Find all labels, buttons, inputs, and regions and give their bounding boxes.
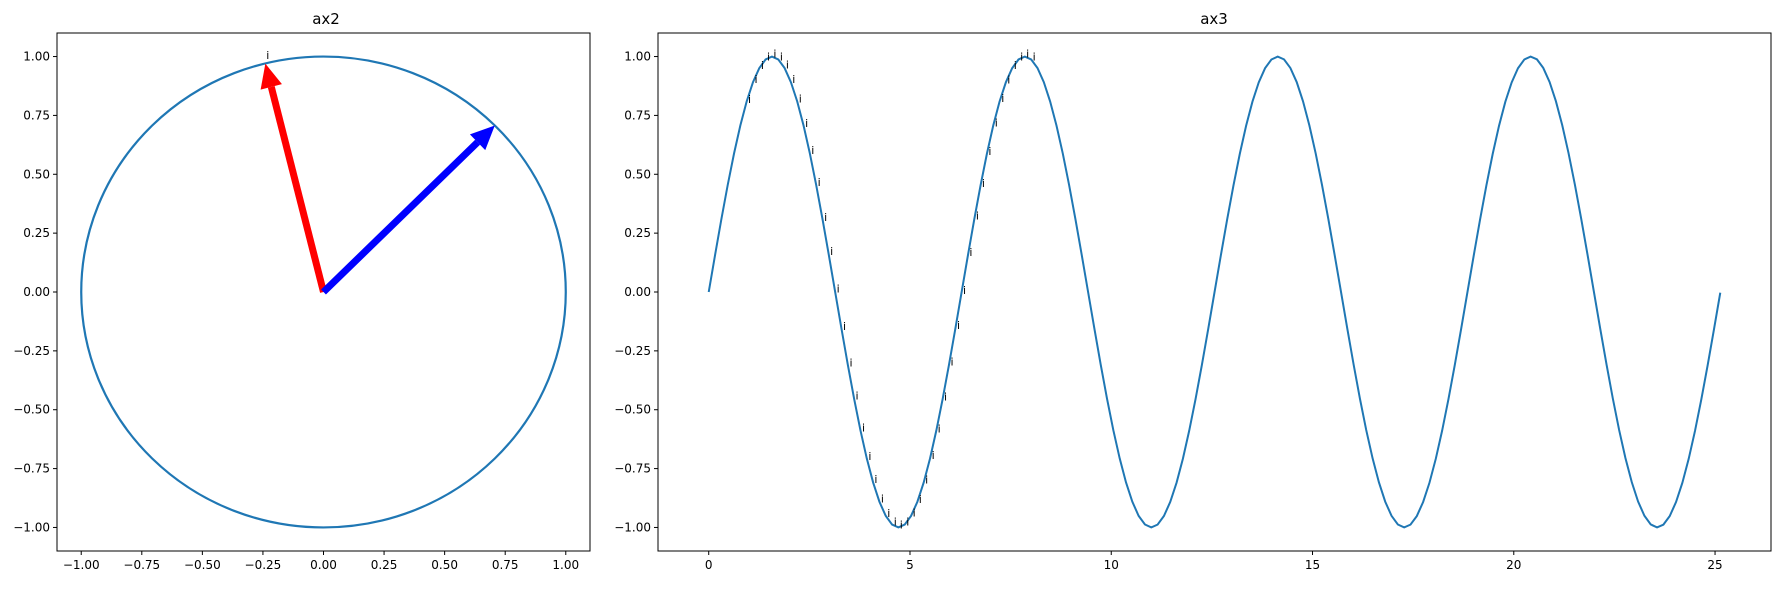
annotation-label: i [799, 93, 802, 106]
x-tick-label-ax3: 20 [1506, 558, 1521, 572]
annotation-label: i [754, 73, 757, 86]
blue-arrow [321, 125, 495, 295]
annotation-label: i [919, 493, 922, 506]
annotation-label: i [913, 507, 916, 520]
annotation-label: i [925, 474, 928, 487]
axes-ax2: ax2 −1.00 −0.75 −0.50 −0.25 0.00 0.25 0.50 0.75… [13, 10, 591, 572]
x-tick-label-ax2: −0.75 [123, 558, 160, 572]
y-tick-label-ax3: 0.50 [624, 167, 651, 181]
annotation-label: i [862, 421, 865, 434]
annotation-label: i [1026, 48, 1029, 61]
annotation-label: i [1007, 74, 1010, 87]
y-tick-label-ax3: 0.00 [624, 285, 651, 299]
annotation-label: i [1020, 50, 1023, 63]
blue-arrow-head [469, 125, 495, 151]
x-tick-label-ax3: 5 [906, 558, 914, 572]
axes-frame-ax2 [56, 32, 591, 552]
y-tick-label-ax2: 0.75 [23, 108, 50, 122]
y-tick-label-ax2: 0.50 [23, 167, 50, 181]
y-tick-label-ax2: 0.00 [23, 285, 50, 299]
axes-ticks-ax2: −1.00 −0.75 −0.50 −0.25 0.00 0.25 0.50 0.75 1.00… [13, 50, 579, 572]
annotation-label: i [773, 48, 776, 61]
x-tick-label-ax2: 0.50 [431, 558, 458, 572]
annotation-label: i [900, 518, 903, 531]
x-tick-label-ax2: −0.25 [245, 558, 282, 572]
y-tick-label-ax2: −0.25 [13, 344, 50, 358]
annotation-label: i [995, 116, 998, 129]
annotation-label: i [976, 210, 979, 223]
y-tick-label-ax3: 0.75 [624, 108, 651, 122]
sine-series [707, 55, 1722, 529]
y-tick-label-ax2: −0.75 [13, 462, 50, 476]
y-tick-label-ax2: 1.00 [23, 50, 50, 64]
x-tick-label-ax2: 0.00 [310, 558, 337, 572]
x-tick-label-ax3: 0 [705, 558, 713, 572]
annotation-label: i [856, 389, 859, 402]
annotation-label: i [266, 49, 269, 62]
annotation-label: i [932, 449, 935, 462]
annotation-label: i [843, 320, 846, 333]
x-tick-label-ax2: 0.25 [371, 558, 398, 572]
x-tick-label-ax3: 10 [1104, 558, 1119, 572]
annotation-label: i [944, 390, 947, 403]
x-tick-label-ax2: 1.00 [552, 558, 579, 572]
y-tick-label-ax3: 1.00 [624, 50, 651, 64]
annotation-label: i [894, 516, 897, 529]
annotation-label: i [868, 450, 871, 463]
axes-ax3: ax3 0 5 10 15 20 25 −1.00 −0.75 −0.50 −0.25 0.00 0.… [614, 10, 1772, 572]
x-tick-label-ax3: 25 [1707, 558, 1722, 572]
axes-title-ax2: ax2 [312, 10, 340, 28]
red-arrow-shaft [267, 86, 327, 293]
plot-area-ax2: i [80, 49, 567, 529]
annotation-label: i [805, 117, 808, 130]
red-arrow-head [260, 63, 282, 90]
annotation-label: i [837, 283, 840, 296]
x-tick-label-ax3: 15 [1305, 558, 1320, 572]
annotation-label: i [849, 357, 852, 370]
y-tick-label-ax2: −1.00 [13, 520, 50, 534]
blue-arrow-shaft [321, 139, 481, 295]
annotation-label: i [792, 73, 795, 86]
y-tick-label-ax3: −0.25 [614, 344, 651, 358]
annotation-label: i [1033, 50, 1036, 63]
axes-ticks-ax3: 0 5 10 15 20 25 −1.00 −0.75 −0.50 −0.25 0.00 0.25 0.… [614, 50, 1722, 572]
annotation-label: i [786, 59, 789, 72]
annotation-label: i [818, 176, 821, 189]
red-arrow [260, 63, 327, 293]
y-tick-label-ax3: −0.75 [614, 462, 651, 476]
annotation-label: i [988, 145, 991, 158]
annotation-label: i [1014, 59, 1017, 72]
annotation-label: i [767, 51, 770, 64]
annotation-label: i [906, 516, 909, 529]
annotation-label: i [1001, 92, 1004, 105]
annotation-label: i [887, 507, 890, 520]
x-tick-label-ax2: −0.50 [184, 558, 221, 572]
y-tick-label-ax2: −0.50 [13, 403, 50, 417]
y-tick-label-ax3: −0.50 [614, 403, 651, 417]
annotation-label: i [780, 51, 783, 64]
x-tick-label-ax2: −1.00 [63, 558, 100, 572]
annotation-label: i [761, 59, 764, 72]
annotation-label: i [957, 319, 960, 332]
axes-title-ax3: ax3 [1200, 10, 1228, 28]
annotation-label: i [969, 246, 972, 259]
x-tick-label-ax2: 0.75 [492, 558, 519, 572]
annotation-label: i [950, 356, 953, 369]
annotation-label: i [748, 93, 751, 106]
annotation-label: i [811, 144, 814, 157]
annotation-label: i [824, 211, 827, 224]
annotation-label: i [874, 473, 877, 486]
annotation-label: i [830, 245, 833, 258]
annotation-label: i [938, 422, 941, 435]
y-tick-label-ax3: −1.00 [614, 520, 651, 534]
y-tick-label-ax2: 0.25 [23, 226, 50, 240]
annotation-label: i [881, 493, 884, 506]
annotation-label: i [982, 177, 985, 190]
circle-series [80, 55, 567, 529]
y-tick-label-ax3: 0.25 [624, 226, 651, 240]
annotation-label: i [963, 284, 966, 297]
axes-frame-ax3 [657, 32, 1772, 552]
